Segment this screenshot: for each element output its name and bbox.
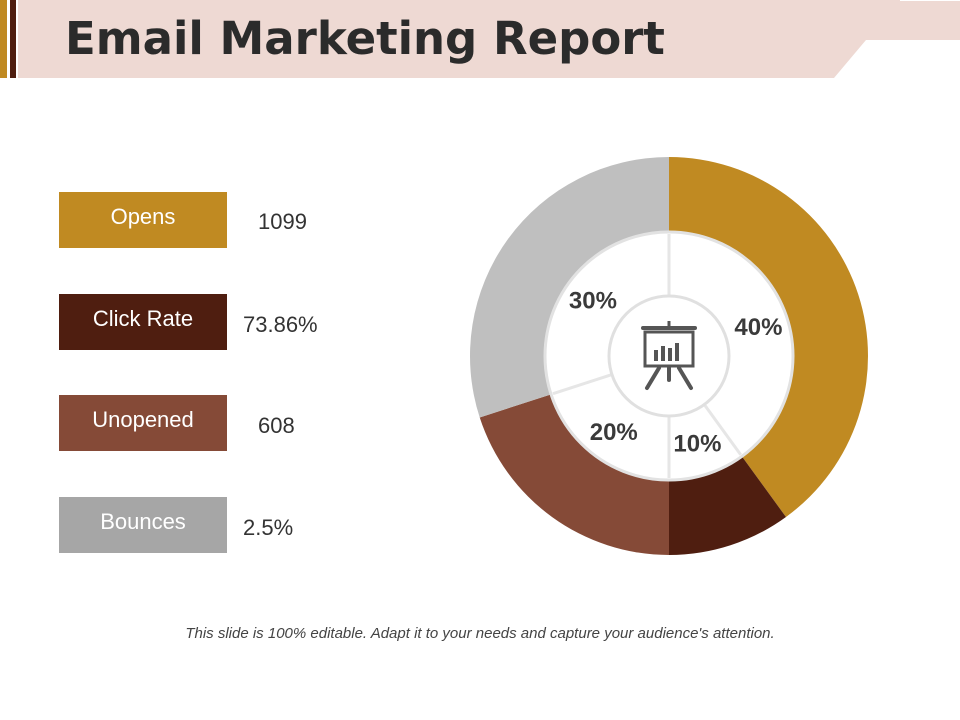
donut-slice-dark-brown [669,456,786,555]
metric-value-unopened: 608 [258,413,295,438]
donut-label-brown: 20% [590,419,638,446]
metric-label-opens: Opens [59,192,227,248]
donut-divider [703,403,742,456]
footer-note: This slide is 100% editable. Adapt it to… [185,625,775,642]
page-title: Email Marketing Report [65,12,665,65]
metric-value-click-rate: 73.86% [243,312,318,337]
donut-slice-gold [669,157,868,517]
metric-label-unopened: Unopened [59,395,227,451]
header-band [0,0,960,78]
donut-slice-gray [469,157,669,418]
metric-value-bounces: 2.5% [243,515,294,540]
presentation-board-icon [641,321,697,390]
donut-label-gray: 30% [569,288,617,315]
metric-label-click-rate: Click Rate [59,294,227,350]
metric-value-opens: 1099 [258,209,307,234]
donut-label-dark-brown: 10% [673,430,721,457]
donut-label-gold: 40% [734,314,782,341]
metric-label-bounces: Bounces [59,497,227,553]
donut-divider [552,373,613,396]
donut-slice-brown [479,394,669,555]
